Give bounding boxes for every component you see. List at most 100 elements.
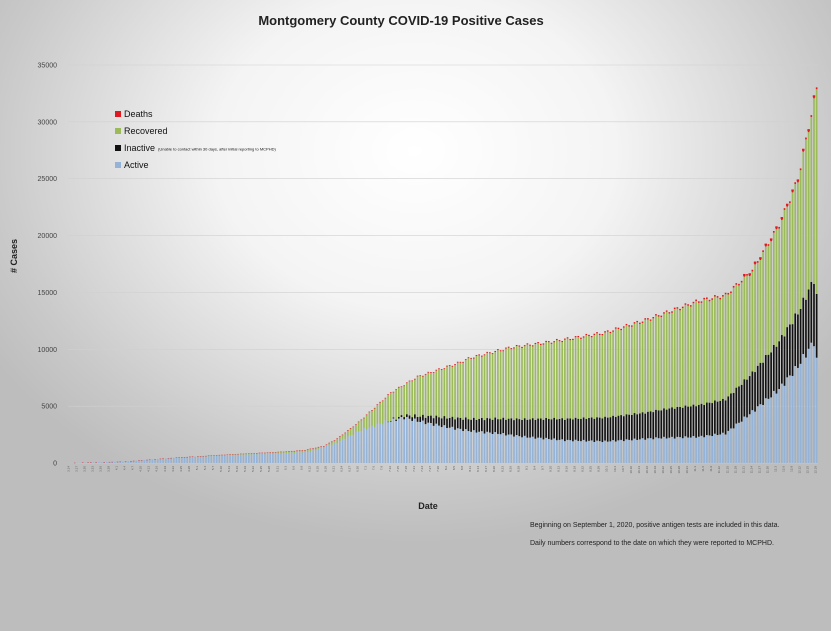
bar-recovered	[261, 453, 264, 454]
bar-inactive	[558, 418, 561, 440]
bar-recovered	[756, 262, 759, 366]
bar-recovered	[494, 351, 497, 418]
bar-recovered	[363, 418, 365, 429]
bar-recovered	[505, 348, 507, 420]
bar-inactive	[636, 414, 639, 440]
bar-inactive	[440, 418, 443, 428]
bar-inactive	[539, 418, 542, 438]
bar-recovered	[293, 451, 296, 454]
bar-recovered	[325, 445, 328, 446]
bar-deaths	[673, 307, 676, 310]
x-tick-label: 9.1	[524, 466, 528, 471]
bar-recovered	[333, 440, 336, 443]
x-tick-label: 7.30	[436, 466, 440, 472]
bar-active	[357, 431, 360, 463]
bar-deaths	[456, 361, 459, 363]
bar-recovered	[317, 447, 320, 449]
bar-active	[347, 436, 349, 463]
bar-inactive	[727, 396, 730, 431]
bar-inactive	[553, 417, 555, 439]
bar-deaths	[740, 280, 743, 283]
bar-recovered	[633, 323, 636, 414]
bar-inactive	[724, 400, 727, 435]
bar-recovered	[601, 335, 604, 419]
bar-active	[239, 454, 242, 463]
bar-inactive	[462, 419, 464, 432]
bar-deaths	[515, 344, 518, 347]
bar-active	[582, 439, 585, 463]
bar-recovered	[272, 452, 274, 454]
bar-inactive	[505, 419, 507, 436]
bar-deaths	[379, 401, 381, 403]
bar-active	[406, 416, 408, 463]
bar-active	[815, 357, 818, 463]
x-tick-label: 11.15	[725, 466, 729, 474]
bar-deaths	[746, 274, 748, 276]
bar-active	[470, 431, 472, 463]
bar-recovered	[722, 296, 724, 399]
x-tick-label: 10.7	[621, 466, 625, 472]
bar-deaths	[325, 444, 328, 446]
bar-active	[143, 460, 146, 463]
bar-recovered	[513, 348, 515, 421]
bar-active	[689, 437, 692, 463]
bar-active	[531, 436, 534, 463]
x-tick-label: 8.8	[460, 466, 464, 471]
bar-inactive	[598, 417, 601, 442]
bar-active	[122, 461, 124, 463]
bar-active	[363, 428, 365, 463]
y-tick-labels: 0 5000 10000 15000 20000 25000 30000 35000	[38, 63, 58, 468]
bar-inactive	[687, 406, 689, 438]
bar-inactive	[435, 415, 438, 424]
bar-active	[333, 442, 336, 463]
bar-recovered	[347, 430, 349, 437]
bar-active	[130, 461, 132, 463]
bar-active	[269, 453, 272, 463]
bar-active	[97, 462, 100, 463]
bar-recovered	[636, 322, 639, 415]
note-antigen: Beginning on September 1, 2020, positive…	[530, 522, 779, 529]
bar-deaths	[671, 311, 673, 313]
bar-active	[312, 450, 314, 463]
bar-recovered	[365, 415, 368, 430]
bar-active	[100, 462, 103, 463]
bar-recovered	[588, 336, 590, 419]
bar-active	[320, 447, 322, 463]
bar-deaths	[716, 296, 719, 298]
bar-recovered	[481, 356, 483, 418]
bar-deaths	[521, 346, 523, 348]
bar-active	[322, 447, 325, 463]
bar-deaths	[392, 391, 395, 393]
x-tick-label: 6.30	[356, 466, 360, 472]
bar-inactive	[497, 419, 499, 434]
bar-inactive	[510, 418, 513, 435]
bar-deaths	[475, 354, 478, 356]
bar-recovered	[344, 433, 347, 440]
bar-active	[472, 430, 475, 463]
bar-deaths	[676, 307, 679, 309]
bar-deaths	[649, 319, 652, 321]
legend-swatch	[115, 111, 121, 117]
bar-active	[106, 462, 108, 463]
bar-active	[580, 441, 582, 463]
bar-inactive	[448, 417, 451, 428]
bar-deaths	[328, 442, 330, 444]
bar-active	[759, 404, 762, 463]
bar-deaths	[373, 407, 376, 409]
bar-deaths	[448, 365, 451, 366]
bar-active	[585, 441, 588, 463]
bar-deaths	[577, 335, 580, 338]
bar-active	[620, 439, 622, 463]
bar-recovered	[553, 342, 555, 418]
bar-deaths	[427, 371, 430, 373]
x-tick-label: 10.31	[685, 466, 689, 474]
bar-recovered	[572, 339, 574, 420]
bar-inactive	[665, 409, 668, 439]
bar-active	[772, 390, 775, 463]
bar-active	[183, 457, 186, 463]
bar-inactive	[612, 415, 614, 441]
bar-inactive	[797, 314, 799, 368]
bar-recovered	[285, 451, 288, 454]
bar-active	[298, 452, 301, 463]
